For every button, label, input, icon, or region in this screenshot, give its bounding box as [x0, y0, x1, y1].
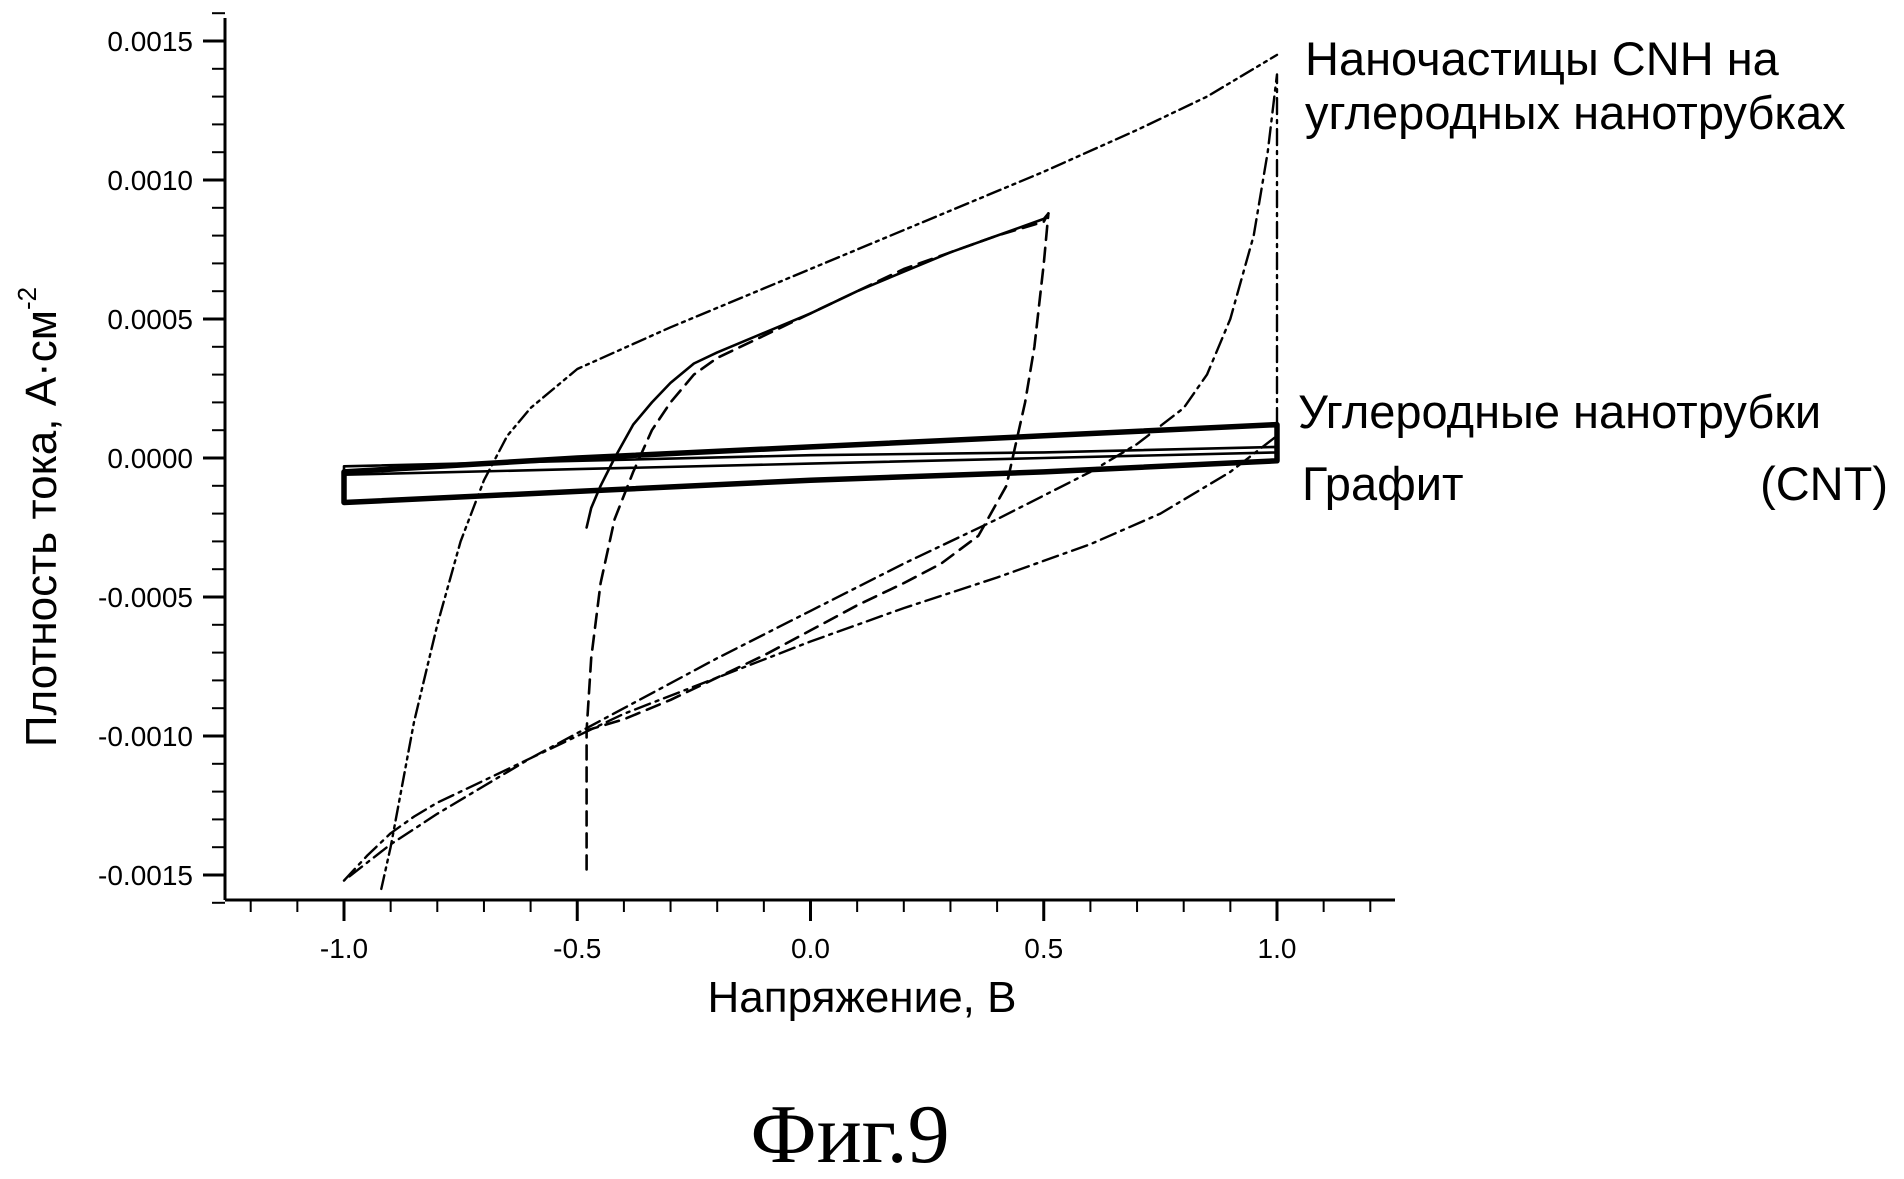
y-axis-title: Плотность тока, А·см-2 [12, 287, 66, 747]
x-tick-label: -0.5 [553, 933, 601, 964]
series-line-6 [344, 447, 1277, 475]
annotation-cnh-line-1: Наночастицы CNH на [1305, 32, 1780, 85]
y-axis-title-main: Плотность тока, А·см [17, 310, 66, 747]
annotation-graphite: Графит [1302, 457, 1464, 510]
annotation-cnt-line-1: Углеродные нанотрубки [1298, 385, 1821, 438]
series-line-2 [381, 55, 1277, 889]
annotations: Наночастицы CNH на углеродных нанотрубка… [1298, 32, 1888, 510]
y-axis-title-exponent: -2 [12, 287, 42, 310]
y-tick-label: 0.0010 [107, 165, 193, 196]
axes: 0.0015 0.0010 0.0005 0.0000 -0.0005 -0.0010 -0… [98, 13, 1395, 964]
x-tick-label: -1.0 [320, 933, 368, 964]
figure-caption: Фиг.9 [750, 1088, 949, 1179]
x-tick-label: 0.5 [1024, 933, 1063, 964]
x-ticks: -1.0 -0.5 0.0 0.5 1.0 [251, 900, 1371, 964]
series-layer [344, 55, 1277, 889]
y-tick-label: -0.0005 [98, 582, 193, 613]
annotation-cnt-line-2: (CNT) [1760, 457, 1888, 510]
x-tick-label: 0.0 [791, 933, 830, 964]
y-tick-label: 0.0005 [107, 304, 193, 335]
y-tick-label: -0.0015 [98, 860, 193, 891]
annotation-cnh-line-2: углеродных нанотрубках [1305, 86, 1846, 139]
series-line-3 [587, 213, 1049, 869]
x-tick-label: 1.0 [1258, 933, 1297, 964]
y-tick-label: 0.0015 [107, 26, 193, 57]
x-axis-title: Напряжение, В [708, 973, 1017, 1022]
y-ticks: 0.0015 0.0010 0.0005 0.0000 -0.0005 -0.0010 -0… [98, 13, 225, 903]
y-tick-label: 0.0000 [107, 443, 193, 474]
y-tick-label: -0.0010 [98, 721, 193, 752]
